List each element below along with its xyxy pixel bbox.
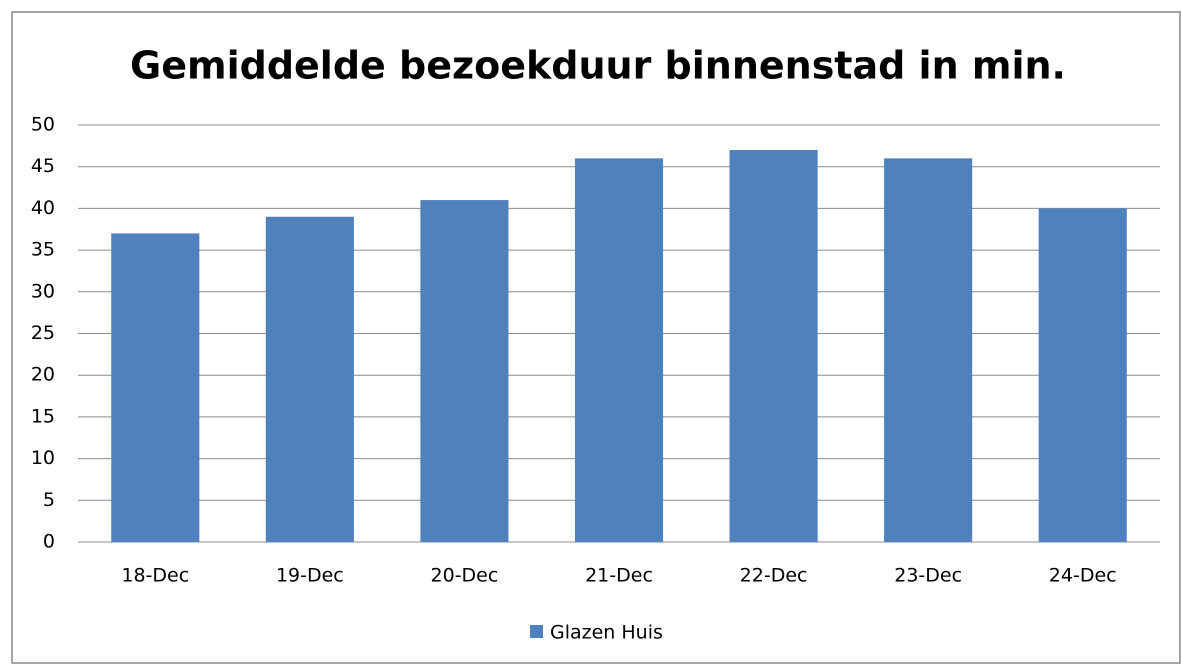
- bar: [1038, 208, 1127, 542]
- bar: [574, 158, 664, 543]
- y-tick-label: 45: [31, 155, 55, 177]
- x-tick-label: 23-Dec: [894, 565, 962, 587]
- x-tick-label: 20-Dec: [431, 565, 499, 587]
- bar: [884, 158, 973, 543]
- legend-label: Glazen Huis: [550, 622, 663, 644]
- y-tick-label: 20: [31, 364, 55, 386]
- x-tick-label: 18-Dec: [121, 565, 189, 587]
- y-tick-label: 15: [31, 405, 55, 427]
- bar: [265, 216, 354, 543]
- chart-title: Gemiddelde bezoekduur binnenstad in min.: [130, 44, 1066, 88]
- x-tick-label: 19-Dec: [276, 565, 344, 587]
- bar: [420, 200, 509, 542]
- y-tick-label: 30: [31, 280, 55, 302]
- bar: [111, 233, 200, 543]
- x-tick-label: 21-Dec: [585, 565, 653, 587]
- y-tick-label: 35: [31, 239, 55, 261]
- y-tick-label: 0: [43, 531, 55, 553]
- legend-swatch: [530, 625, 543, 638]
- x-tick-label: 22-Dec: [740, 565, 808, 587]
- y-tick-label: 25: [31, 322, 55, 344]
- y-tick-label: 10: [31, 447, 55, 469]
- y-tick-label: 50: [31, 114, 55, 136]
- y-tick-label: 5: [43, 489, 55, 511]
- x-tick-label: 24-Dec: [1049, 565, 1117, 587]
- bar: [729, 150, 818, 542]
- y-tick-label: 40: [31, 197, 55, 219]
